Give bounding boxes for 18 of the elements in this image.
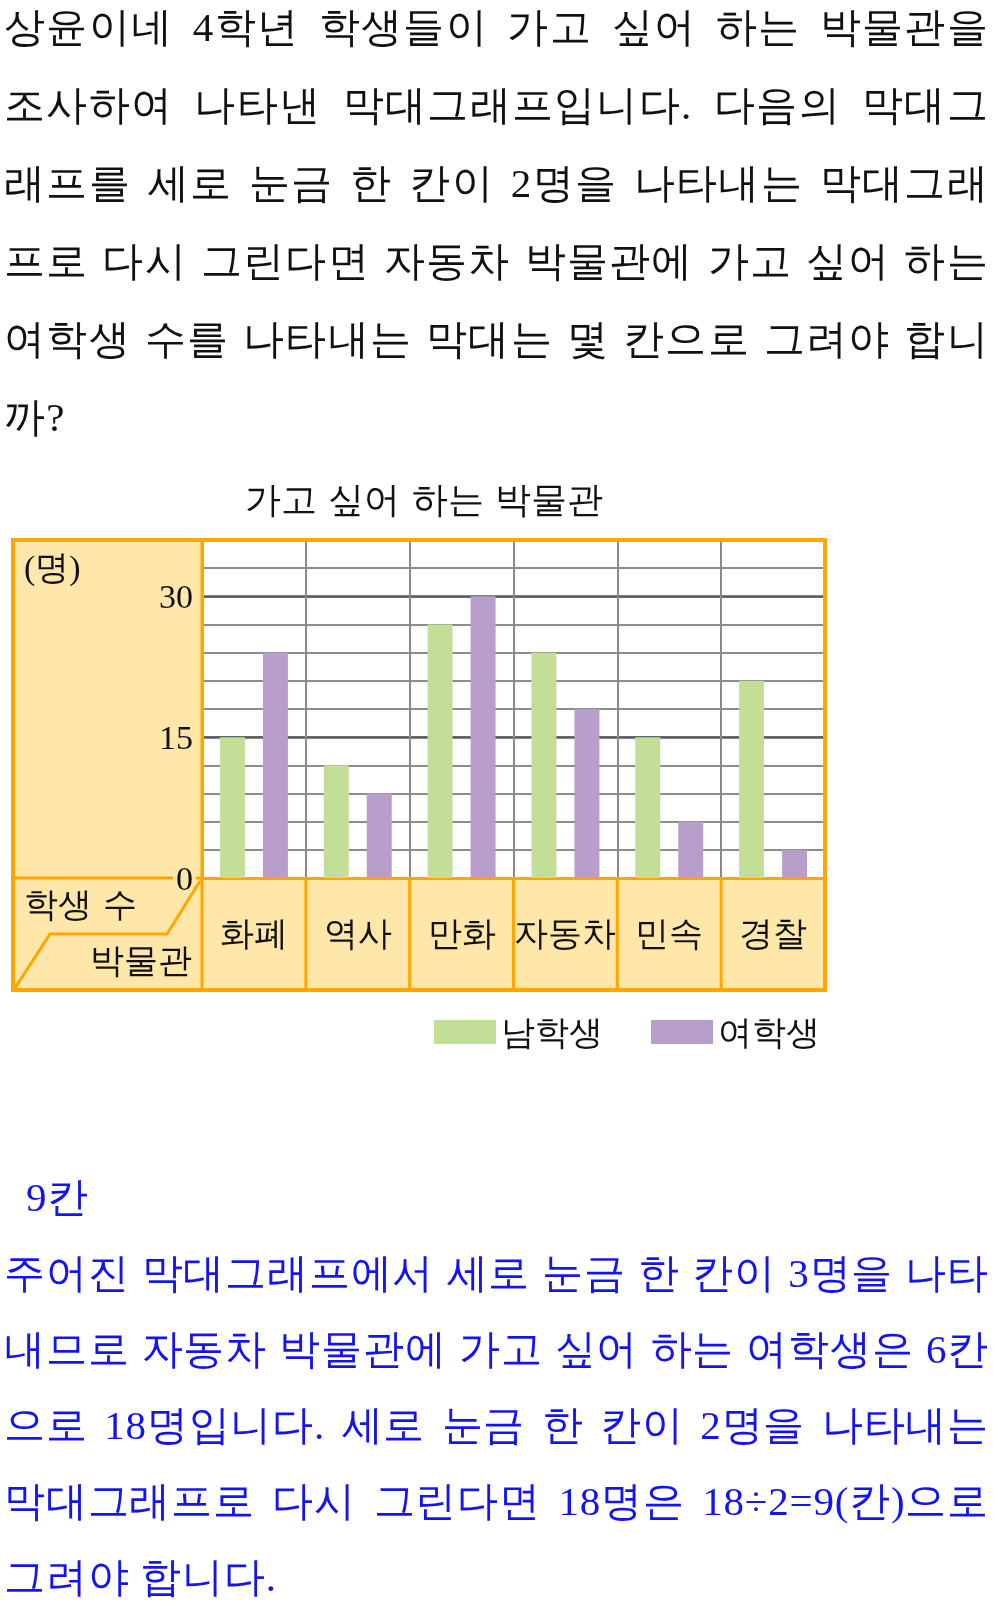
x-axis-title: 박물관: [90, 940, 192, 980]
y-tick-label: 30: [159, 577, 193, 615]
x-tick-label: 화폐: [219, 913, 288, 953]
x-tick-label: 경찰: [739, 913, 808, 953]
chart-title: 가고 싶어 하는 박물관: [244, 478, 604, 520]
x-tick-label: 역사: [323, 913, 392, 953]
y-tick-label: 15: [159, 718, 193, 756]
text: 9칸: [25, 1173, 89, 1222]
legend-label: 여학생: [718, 1012, 820, 1052]
text: 상윤이네 4학년 학생들이 가고 싶어 하는 박물관을 조사하여 나타낸 막대그래프입니다. 다음의 막대그래프를 세로 눈금 한 칸이 2명을 나타내는 막대그래프로 다시 그린다면 자동차 박물관에 가고 싶어 하는 여학생 수를 나타내는 막대는 몇 칸으로 그려야 합니까?: [3, 3, 990, 442]
text: 주어진 막대그래프에서 세로 눈금 한 칸이 3명을 나타내므로 자동차 박물관에 가고 싶어 하는 여학생은 6칸으로 18명입니다. 세로 눈금 한 칸이 2명을 나타내는 막대그래프로 다시 그린다면 18명은 18÷2=9(칸)으로 그려야 합니다.: [3, 1249, 990, 1602]
y-tick-label: 0: [176, 859, 193, 897]
x-tick-label: 자동차: [514, 913, 617, 953]
text: (명): [24, 548, 81, 587]
x-tick-label: 민속: [635, 913, 704, 953]
x-tick-label: 만화: [427, 913, 496, 953]
legend-label: 남학생: [501, 1012, 603, 1052]
y-axis-title: 학생 수: [24, 884, 137, 924]
